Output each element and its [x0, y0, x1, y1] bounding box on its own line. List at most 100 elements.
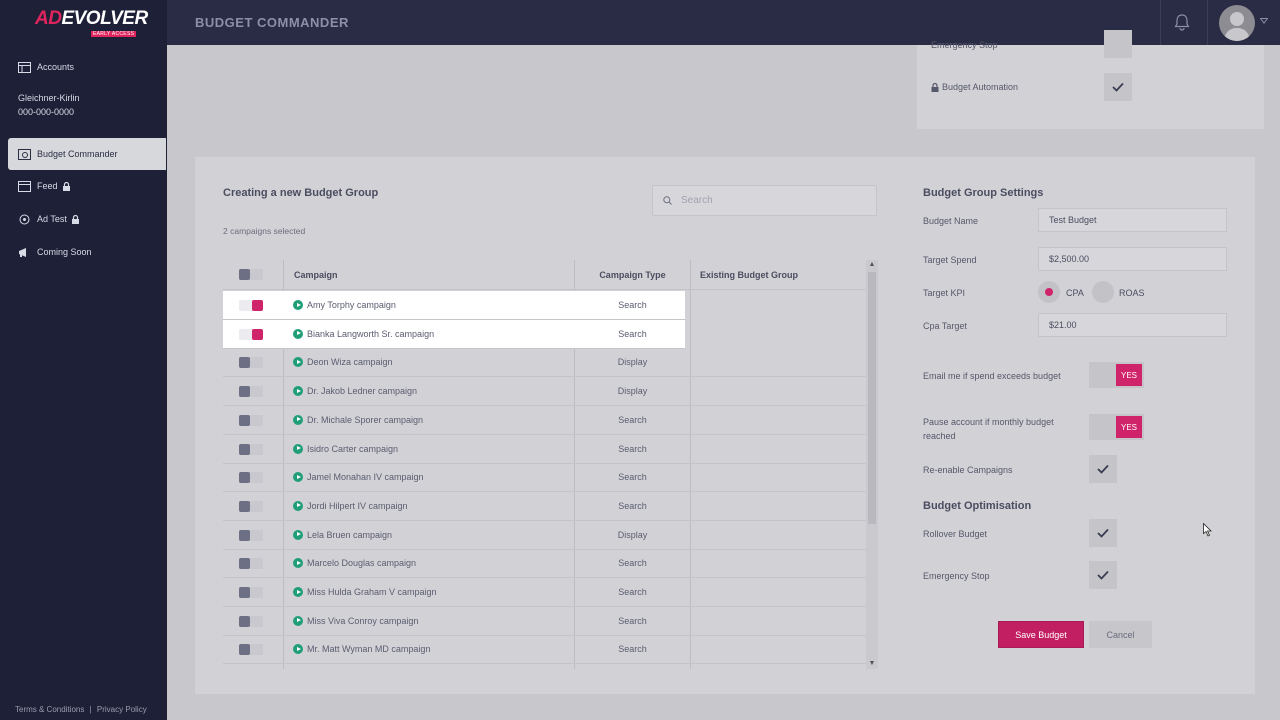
- bell-icon[interactable]: [1174, 13, 1190, 33]
- kpi-radio-roas[interactable]: [1092, 281, 1114, 303]
- toggle-knob: [239, 414, 250, 426]
- kpi-radio-cpa[interactable]: [1038, 281, 1060, 303]
- terms-link[interactable]: Terms & Conditions: [15, 705, 85, 714]
- pause-account-toggle[interactable]: YES: [1089, 414, 1144, 440]
- email-alert-toggle[interactable]: YES: [1089, 362, 1144, 388]
- campaign-type: Search: [618, 443, 647, 454]
- rollover-checkbox[interactable]: [1089, 519, 1117, 547]
- sidebar-item-budget-commander[interactable]: Budget Commander: [8, 138, 166, 170]
- table-row[interactable]: Miss Hulda Graham V campaign Search: [223, 578, 866, 607]
- table-row[interactable]: Amy Torphy campaign Search: [223, 291, 685, 320]
- table-row[interactable]: Dr. Michale Sporer campaign Search: [223, 406, 866, 435]
- column-header-group[interactable]: Existing Budget Group: [700, 270, 798, 280]
- campaign-type: Search: [618, 644, 647, 655]
- sidebar-item-ad-test[interactable]: Ad Test: [8, 203, 166, 235]
- save-budget-button[interactable]: Save Budget: [998, 621, 1084, 648]
- sidebar-item-label: Coming Soon: [37, 247, 92, 257]
- target-spend-value: $2,500.00: [1049, 254, 1090, 264]
- row-select-toggle[interactable]: [239, 357, 263, 369]
- column-divider: [283, 260, 284, 669]
- row-select-toggle[interactable]: [239, 386, 263, 398]
- scroll-up-icon[interactable]: ▲: [868, 261, 876, 268]
- toggle-knob: [239, 558, 250, 570]
- scroll-down-icon[interactable]: ▼: [868, 660, 876, 667]
- sidebar-item-coming-soon[interactable]: Coming Soon: [8, 236, 166, 268]
- reenable-checkbox[interactable]: [1089, 455, 1117, 483]
- budget-group-card: Creating a new Budget Group 2 campaigns …: [195, 157, 1255, 694]
- cpa-target-field[interactable]: $21.00: [1038, 313, 1227, 337]
- budget-name-field[interactable]: Test Budget: [1038, 208, 1227, 232]
- row-select-toggle[interactable]: [239, 615, 263, 627]
- sidebar-item-label: Accounts: [37, 62, 75, 72]
- emergency-stop-label: Emergency Stop: [931, 40, 998, 50]
- top-header: BUDGET COMMANDER: [167, 0, 1280, 45]
- cpa-target-label: Cpa Target: [923, 321, 967, 331]
- privacy-link[interactable]: Privacy Policy: [96, 705, 147, 714]
- scroll-thumb[interactable]: [868, 272, 876, 524]
- toggle-yes-label: YES: [1116, 364, 1142, 386]
- table-row[interactable]: Miss Viva Conroy campaign Search: [223, 607, 866, 636]
- table-row[interactable]: Mr. Matt Wyman MD campaign Search: [223, 635, 866, 665]
- row-select-toggle[interactable]: [239, 300, 263, 311]
- table-header: Campaign Campaign Type Existing Budget G…: [223, 260, 866, 290]
- row-select-toggle[interactable]: [239, 644, 263, 656]
- chevron-down-icon[interactable]: [1259, 17, 1269, 26]
- budget-automation-checkbox[interactable]: [1104, 73, 1132, 101]
- row-select-toggle[interactable]: [239, 587, 263, 598]
- table-scrollbar[interactable]: ▲ ▼: [866, 260, 878, 669]
- footer-links: Terms & Conditions | Privacy Policy: [15, 705, 147, 714]
- mouse-cursor-icon: [1203, 522, 1212, 539]
- budget-settings-card-top: Emergency Stop Budget Automation: [917, 30, 1264, 129]
- cpa-target-value: $21.00: [1049, 320, 1077, 330]
- table-row[interactable]: Dr. Jakob Ledner campaign Display: [223, 377, 866, 407]
- table-row[interactable]: Jamel Monahan IV campaign Search: [223, 463, 866, 493]
- campaign-name: Marcelo Douglas campaign: [307, 558, 417, 569]
- play-icon: [293, 300, 303, 310]
- table-row[interactable]: Lela Bruen campaign Display: [223, 521, 866, 550]
- check-icon: [1112, 82, 1124, 92]
- row-select-toggle[interactable]: [239, 328, 263, 340]
- budget-name-label: Budget Name: [923, 216, 979, 226]
- play-icon: [293, 472, 303, 483]
- email-alert-label: Email me if spend exceeds budget: [923, 371, 1061, 381]
- emergency-stop-checkbox[interactable]: [1089, 561, 1117, 589]
- toggle-knob: [239, 529, 250, 541]
- toggle-knob: [239, 443, 250, 455]
- header-divider: [1160, 0, 1161, 45]
- table-row[interactable]: Jordi Hilpert IV campaign Search: [223, 492, 866, 521]
- row-select-toggle[interactable]: [239, 443, 263, 455]
- campaign-type: Search: [618, 414, 647, 425]
- column-header-campaign[interactable]: Campaign: [294, 270, 338, 280]
- campaign-name: Miss Viva Conroy campaign: [307, 615, 419, 626]
- row-select-toggle[interactable]: [239, 529, 263, 541]
- current-account[interactable]: Gleichner-Kirlin 000-000-0000: [18, 91, 80, 119]
- account-id: 000-000-0000: [18, 107, 75, 117]
- toggle-yes-label: YES: [1116, 416, 1142, 438]
- early-access-badge: EARLY ACCESS: [91, 31, 137, 37]
- target-spend-field[interactable]: $2,500.00: [1038, 247, 1227, 271]
- search-input[interactable]: Search: [652, 185, 877, 216]
- cancel-button[interactable]: Cancel: [1089, 621, 1152, 648]
- megaphone-icon: [18, 247, 31, 258]
- table-row[interactable]: Isidro Carter campaign Search: [223, 435, 866, 464]
- logo-rest-text: EVOLVER: [61, 8, 148, 29]
- sidebar-item-accounts[interactable]: Accounts: [8, 51, 166, 83]
- avatar[interactable]: [1219, 5, 1255, 41]
- row-select-toggle[interactable]: [239, 472, 263, 484]
- row-select-toggle[interactable]: [239, 414, 263, 426]
- select-all-toggle[interactable]: [239, 269, 263, 280]
- emergency-stop-checkbox[interactable]: [1104, 30, 1132, 58]
- table-row[interactable]: Bianka Langworth Sr. campaign Search: [223, 319, 685, 349]
- adevolver-logo[interactable]: ADEVOLVER EARLY ACCESS: [35, 8, 148, 37]
- play-icon: [293, 414, 303, 425]
- campaign-type: Search: [618, 500, 647, 511]
- budget-automation-label: Budget Automation: [942, 82, 1019, 92]
- table-row[interactable]: Deon Wiza campaign Display: [223, 348, 866, 378]
- toggle-knob: [239, 386, 250, 398]
- row-select-toggle[interactable]: [239, 500, 263, 512]
- sidebar-item-feed[interactable]: Feed: [8, 170, 166, 202]
- optimisation-title: Budget Optimisation: [923, 500, 1032, 512]
- table-row[interactable]: Marcelo Douglas campaign Search: [223, 549, 866, 579]
- row-select-toggle[interactable]: [239, 558, 263, 570]
- column-header-type[interactable]: Campaign Type: [599, 270, 666, 280]
